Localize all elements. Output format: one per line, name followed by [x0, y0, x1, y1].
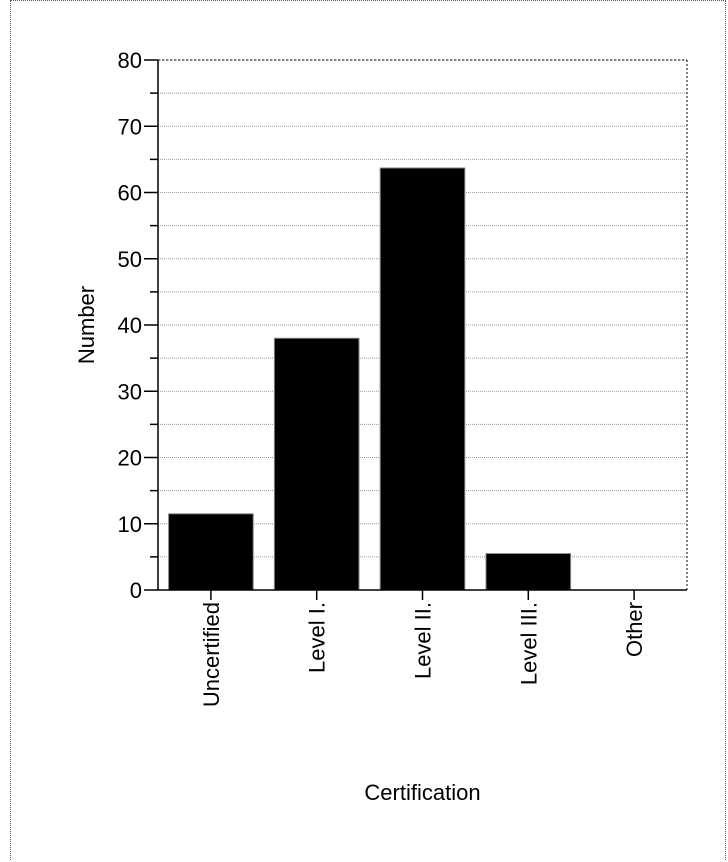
bars — [168, 167, 572, 591]
x-tick-label: Level II. — [411, 602, 436, 679]
axes — [144, 59, 688, 600]
x-tick-label: Level I. — [305, 602, 330, 673]
y-tick-label: 20 — [118, 446, 142, 471]
y-axis-title: Number — [74, 286, 99, 364]
x-axis-title: Certification — [364, 780, 480, 805]
y-tick-label: 60 — [118, 181, 142, 206]
y-tick-label: 30 — [118, 379, 142, 404]
x-tick-label: Uncertified — [199, 602, 224, 707]
y-tick-label: 50 — [118, 247, 142, 272]
y-tick-label: 40 — [118, 313, 142, 338]
y-tick-label: 10 — [118, 512, 142, 537]
y-tick-label: 0 — [130, 578, 142, 603]
tick-labels: 0 10 20 30 40 50 60 70 80 Uncertified Level I. Leve… — [118, 48, 648, 707]
bar-level-ii — [379, 167, 466, 591]
y-tick-label: 80 — [118, 48, 142, 73]
x-tick-label: Other — [622, 602, 647, 657]
bar-uncertified — [168, 513, 254, 591]
bar-level-iii — [485, 553, 572, 591]
chart-frame — [10, 0, 726, 860]
bar-level-i — [273, 337, 360, 591]
x-tick-label: Level III. — [516, 602, 541, 685]
y-tick-label: 70 — [118, 114, 142, 139]
